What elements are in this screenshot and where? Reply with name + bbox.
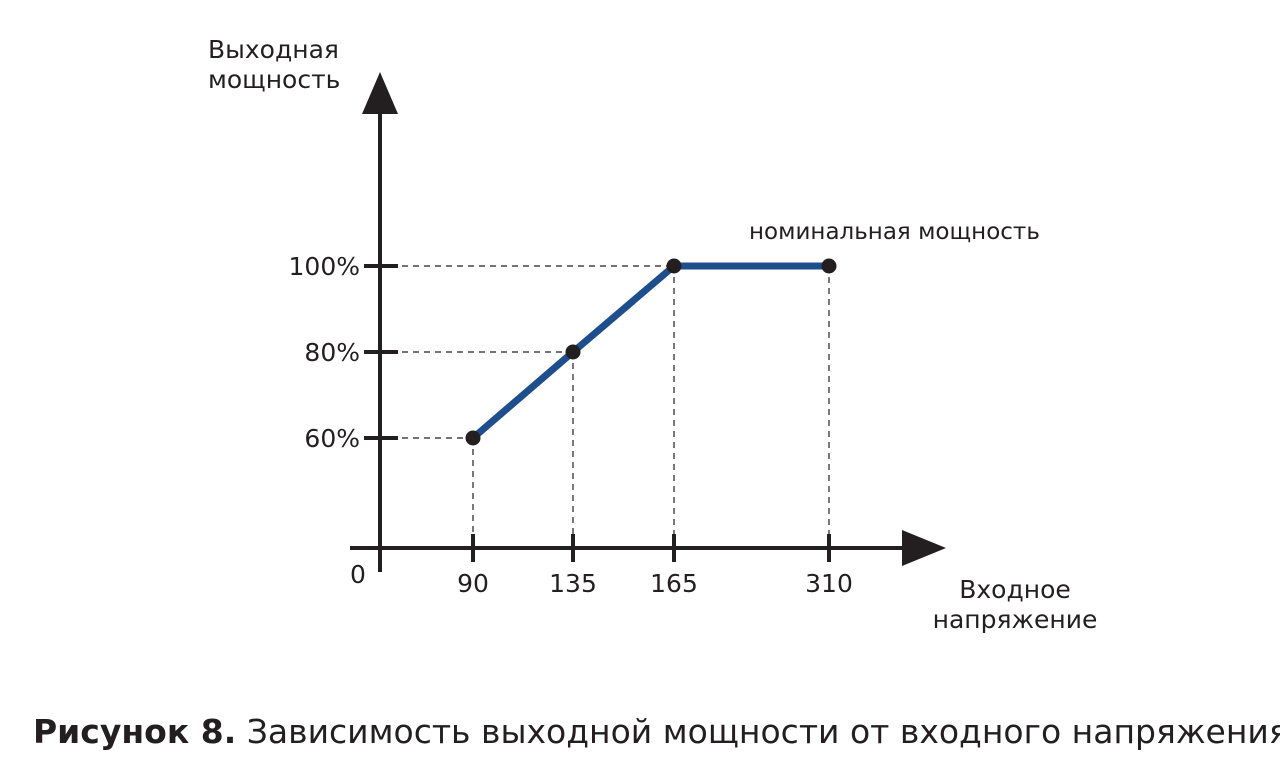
y-axis-label-line1: Выходная <box>208 35 339 64</box>
caption-label: Рисунок 8. <box>33 712 237 751</box>
x-tick-label-135: 135 <box>549 569 597 598</box>
y-axis-label-line2: мощность <box>208 65 340 94</box>
x-tick-label-310: 310 <box>805 569 853 598</box>
y-tick-label-60: 60% <box>304 424 360 453</box>
data-point-90 <box>465 430 481 446</box>
data-point-310 <box>821 258 837 274</box>
x-tick-label-165: 165 <box>650 569 698 598</box>
origin-label: 0 <box>350 560 366 589</box>
dashed-guides <box>380 265 830 548</box>
y-axis-arrow <box>362 72 398 114</box>
series-line <box>469 262 833 442</box>
x-axis-label-line1: Входное <box>959 575 1071 604</box>
y-tick-label-100: 100% <box>289 252 360 281</box>
ticks: 60% 80% 100% 90 135 165 310 <box>289 252 853 598</box>
annotation-nominal-power: номинальная мощность <box>749 219 1040 245</box>
caption-text: Зависимость выходной мощности от входног… <box>236 712 1280 751</box>
x-tick-label-90: 90 <box>457 569 489 598</box>
data-point-165 <box>666 258 682 274</box>
axes <box>350 72 946 572</box>
x-axis-arrow <box>902 530 946 566</box>
labels-group: Выходная мощность Входное напряжение 0 н… <box>208 35 1097 634</box>
data-point-135 <box>565 344 581 360</box>
figure-caption: Рисунок 8. Зависимость выходной мощности… <box>33 708 1280 756</box>
power-voltage-chart: 60% 80% 100% 90 135 165 310 Выходная мощность … <box>208 35 1097 634</box>
y-tick-label-80: 80% <box>304 338 360 367</box>
series-group <box>465 258 837 446</box>
x-axis-label-line2: напряжение <box>933 605 1098 634</box>
